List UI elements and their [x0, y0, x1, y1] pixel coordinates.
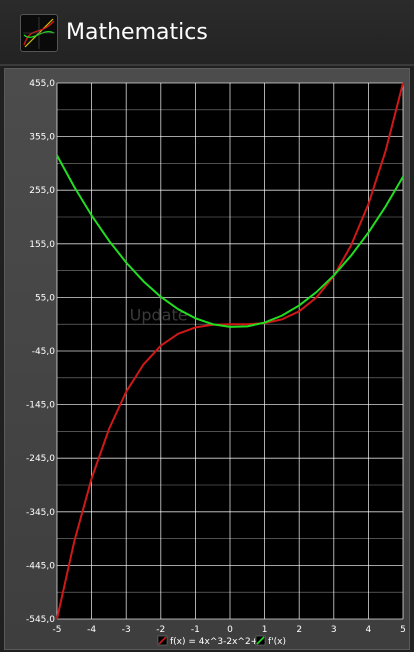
y-tick-label: 355,0: [29, 133, 55, 143]
x-tick-label: 5: [400, 625, 406, 635]
y-tick-label: 55,0: [35, 293, 55, 303]
grid: [56, 82, 404, 620]
action-bar: Mathematics: [0, 0, 414, 66]
series-derivative-line: [56, 154, 404, 328]
graph-app-icon[interactable]: [20, 14, 58, 52]
graph-app-icon-glyph: [23, 17, 55, 49]
x-tick-label: -4: [87, 625, 96, 635]
x-tick-label: 4: [366, 625, 372, 635]
series-f-line: [56, 82, 404, 620]
y-tick-label: -145,0: [26, 401, 55, 411]
y-tick-labels: 455,0 355,0 255,0 155,0 55,0 -45,0 -145,0 -245,…: [26, 79, 55, 625]
x-tick-label: -5: [53, 625, 62, 635]
legend-swatch-line: [158, 636, 167, 645]
x-tick-labels: -5 -4 -3 -2 -1 0 1 2 3 4 5: [53, 625, 406, 635]
x-tick-label: 2: [296, 625, 302, 635]
legend-label: f'(x): [268, 637, 286, 647]
legend: f(x) = 4x^3-2x^2+5 f'(x): [157, 635, 286, 647]
y-tick-label: -45,0: [32, 347, 56, 357]
y-tick-label: -445,0: [26, 561, 55, 571]
watermark-text: Update: [130, 305, 188, 324]
x-tick-label: -2: [156, 625, 165, 635]
y-tick-label: 155,0: [29, 240, 55, 250]
x-tick-label: 3: [331, 625, 337, 635]
series-layer: [56, 82, 404, 620]
y-tick-label: 255,0: [29, 186, 55, 196]
y-tick-label: -245,0: [26, 454, 55, 464]
legend-label: f(x) = 4x^3-2x^2+5: [170, 637, 264, 647]
y-tick-label: -345,0: [26, 508, 55, 518]
app-title: Mathematics: [66, 20, 208, 45]
x-tick-label: 0: [227, 625, 233, 635]
x-tick-label: -1: [191, 625, 200, 635]
legend-swatch-line: [256, 636, 265, 645]
y-tick-label: 455,0: [29, 79, 55, 89]
y-tick-label: -545,0: [26, 615, 55, 625]
x-tick-label: 1: [262, 625, 268, 635]
x-tick-label: -3: [122, 625, 131, 635]
